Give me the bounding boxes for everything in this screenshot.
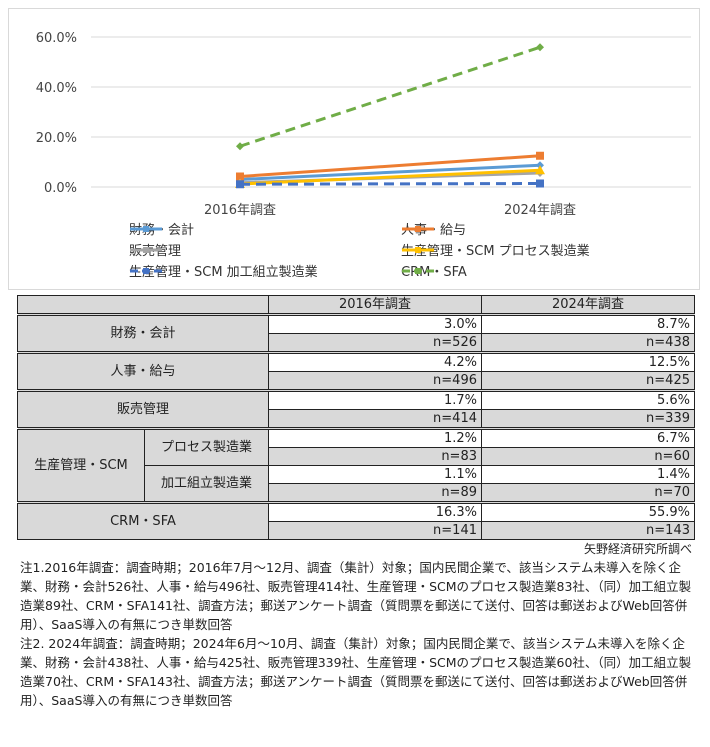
data-point (535, 165, 545, 175)
cell: n=496 (268, 371, 482, 391)
row-label-sales: 販売管理 (17, 389, 269, 429)
note-2: 注2. 2024年調査：調査時期；2024年6月～10月、調査（集計）対象；国内… (20, 636, 692, 708)
cell: n=339 (481, 409, 695, 429)
data-point (536, 179, 544, 188)
x-tick-label: 2024年調査 (504, 203, 576, 218)
cell: 1.2% (268, 427, 482, 448)
y-tick-label: 40.0% (36, 81, 77, 96)
cell: 55.9% (481, 501, 695, 522)
row-label-fin: 財務・会計 (17, 313, 269, 353)
legend-item: 生産管理・SCM 加工組立製造業 (129, 265, 318, 281)
legend-swatch-icon (130, 268, 162, 274)
row-label-scm: 生産管理・SCM (17, 427, 145, 503)
y-tick-label: 60.0% (36, 31, 77, 46)
legend-item: 人事・給与 (401, 223, 466, 239)
series-line (239, 154, 541, 178)
cell: 8.7% (481, 313, 695, 334)
chart-plot: 0.0% 20.0% 40.0% 60.0% 2016年調査 2024年調査 (36, 31, 691, 218)
y-tick-label: 0.0% (44, 181, 77, 196)
cell: 12.5% (481, 351, 695, 372)
cell: 1.4% (481, 465, 695, 484)
cell: n=526 (268, 333, 482, 353)
col-header-2024: 2024年調査 (481, 295, 695, 315)
cell: n=89 (268, 483, 482, 503)
table-and-notes: 2016年調査 2024年調査 財務・会計 3.0% 8.7% n=526 n=438 … (0, 295, 710, 710)
legend-swatch-icon (402, 226, 434, 232)
legend-label: 生産管理・SCM プロセス製造業 (401, 244, 590, 259)
row-label-asm: 加工組立製造業 (144, 465, 269, 503)
data-point (536, 43, 544, 52)
cell: n=438 (481, 333, 695, 353)
cell: n=60 (481, 447, 695, 466)
data-point (236, 180, 244, 189)
data-point (536, 151, 544, 160)
source-credit: 矢野経済研究所調べ (583, 542, 692, 556)
cell: n=143 (481, 521, 695, 540)
legend-label: 生産管理・SCM 加工組立製造業 (129, 265, 318, 280)
legend-swatch-icon (402, 247, 434, 253)
corner-cell (17, 295, 269, 315)
data-table: 2016年調査 2024年調査 財務・会計 3.0% 8.7% n=526 n=438 … (17, 295, 695, 540)
col-header-2016: 2016年調査 (268, 295, 482, 315)
cell: 4.2% (268, 351, 482, 372)
series-line (239, 163, 541, 181)
legend-item: 販売管理 (129, 244, 181, 260)
cell: n=83 (268, 447, 482, 466)
row-label-crm: CRM・SFA (17, 501, 269, 540)
legend-swatch-icon (130, 226, 162, 232)
legend-swatch-icon (130, 247, 162, 253)
series-line (239, 182, 541, 186)
cell: 1.1% (268, 465, 482, 484)
data-point (236, 142, 244, 151)
cell: n=141 (268, 521, 482, 540)
cell: n=70 (481, 483, 695, 503)
x-tick-label: 2016年調査 (204, 203, 276, 218)
cell: n=414 (268, 409, 482, 429)
cell: 16.3% (268, 501, 482, 522)
line-chart: 0.0% 20.0% 40.0% 60.0% 2016年調査 2024年調査 財務・会計 人… (8, 8, 700, 290)
legend-item: 生産管理・SCM プロセス製造業 (401, 244, 590, 260)
notes: 注1.2016年調査：調査時期；2016年7月～12月、調査（集計）対象；国内民… (20, 558, 700, 710)
legend-item: CRM・SFA (401, 265, 467, 281)
data-point (236, 172, 244, 181)
cell: n=425 (481, 371, 695, 391)
legend-swatch-icon (402, 268, 434, 274)
series-line (239, 168, 541, 186)
cell: 6.7% (481, 427, 695, 448)
row-label-proc: プロセス製造業 (144, 427, 269, 466)
cell: 3.0% (268, 313, 482, 334)
y-tick-label: 20.0% (36, 131, 77, 146)
series-line (239, 45, 541, 148)
note-1: 注1.2016年調査：調査時期；2016年7月～12月、調査（集計）対象；国内民… (20, 560, 692, 632)
row-label-hr: 人事・給与 (17, 351, 269, 391)
cell: 1.7% (268, 389, 482, 410)
legend-item: 財務・会計 (129, 223, 194, 239)
cell: 5.6% (481, 389, 695, 410)
